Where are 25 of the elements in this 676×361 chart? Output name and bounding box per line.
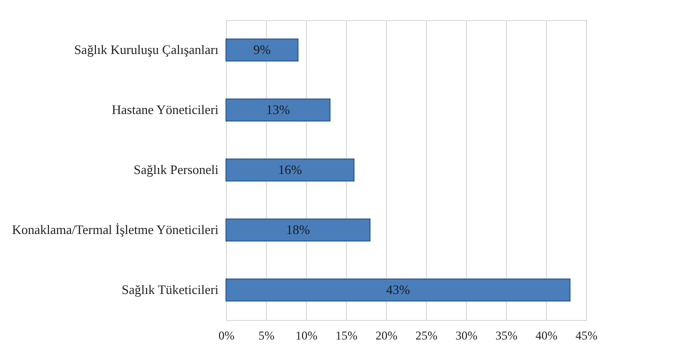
y-tick-label: Hastane Yöneticileri <box>112 102 219 117</box>
y-tick-label: Sağlık Tüketicileri <box>122 282 219 297</box>
data-label: 13% <box>266 102 290 117</box>
bar <box>226 158 354 182</box>
x-tick-label: 40% <box>536 328 558 342</box>
x-tick-label: 10% <box>296 328 318 342</box>
data-label: 18% <box>286 222 310 237</box>
bar <box>226 218 370 242</box>
y-tick-label: Sağlık Personeli <box>134 162 219 177</box>
data-label: 16% <box>278 162 302 177</box>
x-tick-label: 30% <box>456 328 478 342</box>
y-tick-label: Konaklama/Termal İşletme Yöneticileri <box>12 222 219 237</box>
bar <box>226 278 570 302</box>
x-tick-label: 20% <box>376 328 398 342</box>
x-tick-label: 25% <box>416 328 438 342</box>
y-tick-label: Sağlık Kuruluşu Çalışanları <box>74 42 219 57</box>
bar <box>226 98 330 122</box>
x-tick-label: 5% <box>258 328 274 342</box>
x-tick-label: 15% <box>336 328 358 342</box>
x-tick-label: 0% <box>218 328 234 342</box>
bar <box>226 38 298 62</box>
data-label: 9% <box>253 42 271 57</box>
x-tick-label: 35% <box>496 328 518 342</box>
x-tick-label: 45% <box>576 328 598 342</box>
data-label: 43% <box>386 282 410 297</box>
